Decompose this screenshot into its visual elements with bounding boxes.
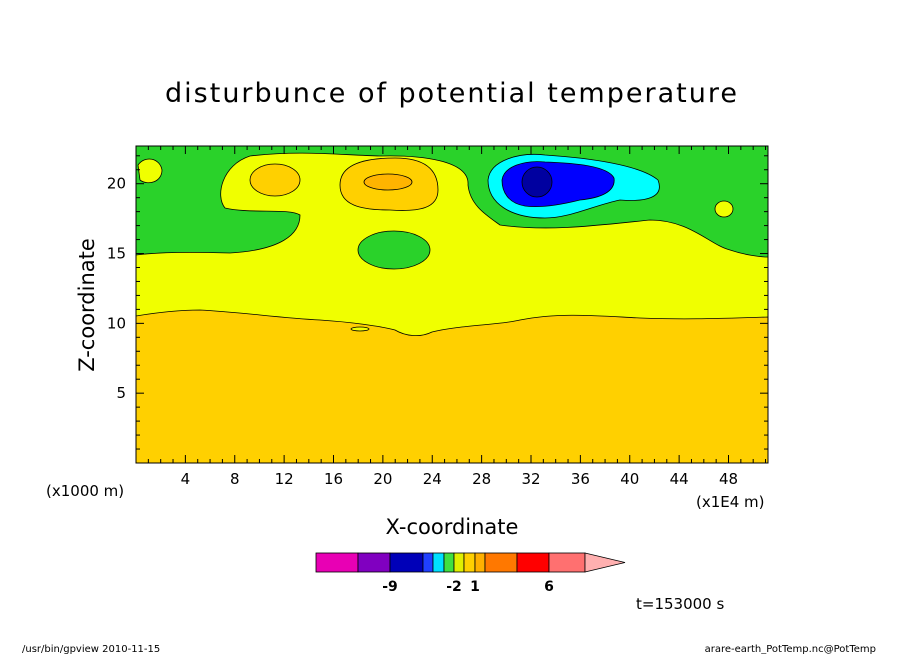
region-level-0to1-blob (357, 230, 431, 270)
x-tick-label-20: 20 (373, 470, 392, 488)
axis-ticks (136, 146, 768, 463)
x-tick-label-24: 24 (423, 470, 442, 488)
colorbar-cell (474, 552, 486, 573)
colorbar-cell (422, 552, 434, 573)
x-tick-label-44: 44 (670, 470, 689, 488)
footer-right: arare-earth_PotTemp.nc@PotTemp (705, 644, 876, 654)
colorbar-cell (443, 552, 455, 573)
region-level-1to2-small (714, 200, 734, 218)
plot-frame (135, 145, 769, 464)
y-tick-label-15: 15 (107, 245, 126, 263)
region-level-0to1-small (137, 158, 163, 184)
y-tick-label-20: 20 (107, 175, 126, 193)
x-tick-label-36: 36 (571, 470, 590, 488)
x-tick-label-32: 32 (521, 470, 540, 488)
y-axis-label: Z-coordinate (75, 238, 99, 372)
contour-plot-area (135, 145, 769, 464)
x-tick-label-48: 48 (719, 470, 738, 488)
x-tick-label-8: 8 (230, 470, 240, 488)
y-tick-label-5: 5 (116, 384, 126, 402)
chart-title: disturbunce of potential temperature (165, 78, 739, 109)
footer-left: /usr/bin/gpview 2010-11-15 (22, 644, 160, 654)
colorbar-cell (389, 552, 424, 573)
colorbar-cell (357, 552, 391, 573)
colorbar-cell (463, 552, 476, 573)
x-tick-label-4: 4 (181, 470, 191, 488)
colorbar-label: -9 (382, 579, 398, 595)
x-tick-label-28: 28 (472, 470, 491, 488)
colorbar: -9 -2 1 6 (315, 552, 626, 595)
colorbar-label: -2 (446, 579, 462, 595)
colorbar-cell (315, 552, 359, 573)
colorbar-cell (484, 552, 518, 573)
region-tiny (350, 326, 370, 332)
x-tick-label-16: 16 (324, 470, 343, 488)
colorbar-label: 1 (470, 579, 480, 595)
colorbar-cell (548, 552, 586, 573)
colorbar-label: 6 (544, 579, 554, 595)
colorbar-triangle (584, 552, 626, 573)
region-core (521, 166, 553, 198)
region-level-3to4-warm (363, 173, 413, 191)
x-unit-label: (x1000 m) (46, 482, 124, 500)
x-tick-label-12: 12 (275, 470, 294, 488)
colorbar-cell (453, 552, 465, 573)
y-tick-label-10: 10 (107, 314, 126, 332)
x-scale-label: (x1E4 m) (696, 493, 765, 511)
region-level-2to3-lower (136, 309, 768, 463)
region-level-2to3-warm-a (249, 163, 301, 197)
colorbar-cell (516, 552, 550, 573)
time-label: t=153000 s (636, 595, 724, 613)
colorbar-cell (432, 552, 445, 573)
x-axis-label: X-coordinate (386, 515, 519, 539)
x-tick-label-40: 40 (620, 470, 639, 488)
